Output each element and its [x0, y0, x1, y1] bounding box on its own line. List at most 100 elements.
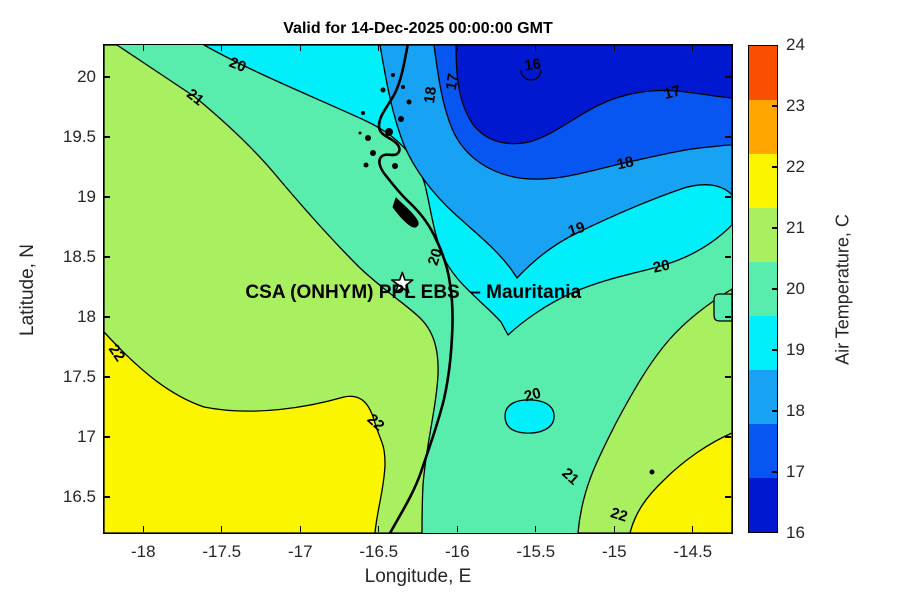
x-tick-label: -18: [130, 542, 156, 561]
colorbar-band: [749, 369, 777, 425]
x-tick-mark: [613, 526, 615, 532]
coastline-island: [649, 469, 655, 475]
colorbar-tick-mark: [772, 349, 778, 351]
colorbar-tick-label: 20: [786, 279, 805, 298]
y-tick-mark-right: [725, 196, 731, 198]
y-tick-mark-right: [725, 496, 731, 498]
colorbar-band: [749, 100, 777, 155]
map-plot-area: 20 21 16 17 18 17 18 19 20 20 20 21 22 22 22 CSA (ONHYM…: [104, 45, 732, 533]
x-tick-mark: [378, 526, 380, 532]
x-tick-mark-top: [378, 45, 380, 51]
y-tick-mark: [104, 436, 110, 438]
coastline-island: [392, 163, 398, 169]
coastline-island: [398, 116, 404, 122]
contour-label-20: 20: [227, 54, 249, 76]
colorbar-tick-mark: [772, 288, 778, 290]
x-tick-label: -14.5: [673, 542, 713, 561]
y-tick-label: 17: [77, 427, 96, 446]
y-tick-label: 19: [77, 187, 96, 207]
colorbar-tick-mark: [772, 105, 778, 107]
x-axis-label: Longitude, E: [364, 566, 472, 587]
coastline-island: [363, 162, 369, 168]
colorbar-band: [749, 154, 777, 209]
contour-band-below-17-northeast: [455, 45, 732, 145]
x-tick-mark-top: [613, 45, 615, 51]
colorbar-label: Air Temperature, C: [832, 214, 853, 365]
x-tick-mark-top: [535, 45, 537, 51]
x-tick-mark: [535, 526, 537, 532]
y-tick-label: 18.5: [62, 247, 96, 267]
x-tick-label: -15.5: [516, 542, 556, 561]
contour-label-19: 19: [566, 219, 587, 240]
coastline-island: [358, 131, 362, 135]
contour-label-20: 20: [651, 257, 671, 277]
x-tick-mark-top: [299, 45, 301, 51]
y-tick-mark-right: [725, 76, 731, 78]
coastline-spit: [392, 197, 419, 228]
contour-label-21: 21: [183, 86, 207, 110]
x-tick-mark: [221, 526, 223, 532]
x-tick-label: -17.5: [202, 542, 242, 561]
contour-label-16: 16: [523, 55, 542, 74]
coastline-island: [365, 135, 371, 141]
colorbar-tick-label: 21: [786, 218, 805, 237]
colorbar-band: [749, 316, 777, 371]
coastline: [377, 45, 454, 533]
coastline-island: [385, 128, 393, 136]
y-tick-mark: [104, 196, 110, 198]
colorbar-tick-mark: [772, 410, 778, 412]
colorbar-tick-mark: [772, 471, 778, 473]
x-tick-label: -15: [601, 542, 627, 561]
colorbar-band: [749, 424, 777, 479]
colorbar-tick-label: 23: [786, 96, 805, 115]
colorbar-tick-label: 19: [786, 340, 805, 359]
colorbar-tick-label: 24: [786, 35, 805, 54]
contour-band-22-plus-southeast: [629, 432, 732, 533]
colorbar-band: [749, 207, 777, 263]
coastline-island: [370, 150, 376, 156]
contour-label-17: 17: [443, 72, 463, 91]
y-tick-mark: [104, 316, 110, 318]
y-tick-mark: [104, 256, 110, 258]
contour-label-20: 20: [425, 246, 446, 267]
x-tick-mark-top: [692, 45, 694, 51]
colorbar-tick-mark: [772, 166, 778, 168]
contour-band-22-plus-southwest: [104, 331, 386, 533]
x-tick-label: -16.5: [359, 542, 399, 561]
x-tick-mark: [456, 526, 458, 532]
contour-closed-20-contour-blob: [504, 399, 555, 434]
x-tick-mark-top: [221, 45, 223, 51]
site-star-marker: [390, 271, 414, 294]
colorbar-tick-mark: [772, 227, 778, 229]
contour-label-22: 22: [105, 341, 128, 364]
colorbar-tick-label: 17: [786, 462, 805, 481]
y-tick-mark-right: [725, 316, 731, 318]
site-label: CSA (ONHYM) PPL EBS – Mauritania: [245, 282, 581, 303]
contour-label-18: 18: [421, 86, 440, 105]
y-tick-label: 20: [77, 67, 96, 87]
y-tick-label: 19.5: [62, 127, 96, 147]
y-tick-mark: [104, 136, 110, 138]
coastline-island: [391, 73, 395, 77]
contour-label-17: 17: [662, 82, 683, 103]
contour-16-arc: [520, 69, 542, 81]
y-tick-label: 17.5: [62, 367, 96, 386]
colorbar-tick-label: 22: [786, 157, 805, 176]
coastline-island: [401, 85, 405, 89]
coastline-island: [406, 99, 412, 105]
y-axis-label: Latitude, N: [17, 244, 38, 336]
colorbar-tick-label: 18: [786, 401, 805, 420]
colorbar-tick-label: 16: [786, 523, 805, 542]
x-tick-mark: [299, 526, 301, 532]
x-tick-mark-top: [456, 45, 458, 51]
y-tick-mark-right: [725, 376, 731, 378]
x-tick-mark-top: [142, 45, 144, 51]
colorbar-band: [749, 46, 777, 101]
colorbar-band: [749, 478, 777, 533]
y-tick-label: 16.5: [62, 487, 96, 506]
y-tick-label: 18: [77, 307, 96, 327]
x-tick-mark: [692, 526, 694, 532]
contour-right-edge-20-21-notch: [713, 293, 732, 322]
